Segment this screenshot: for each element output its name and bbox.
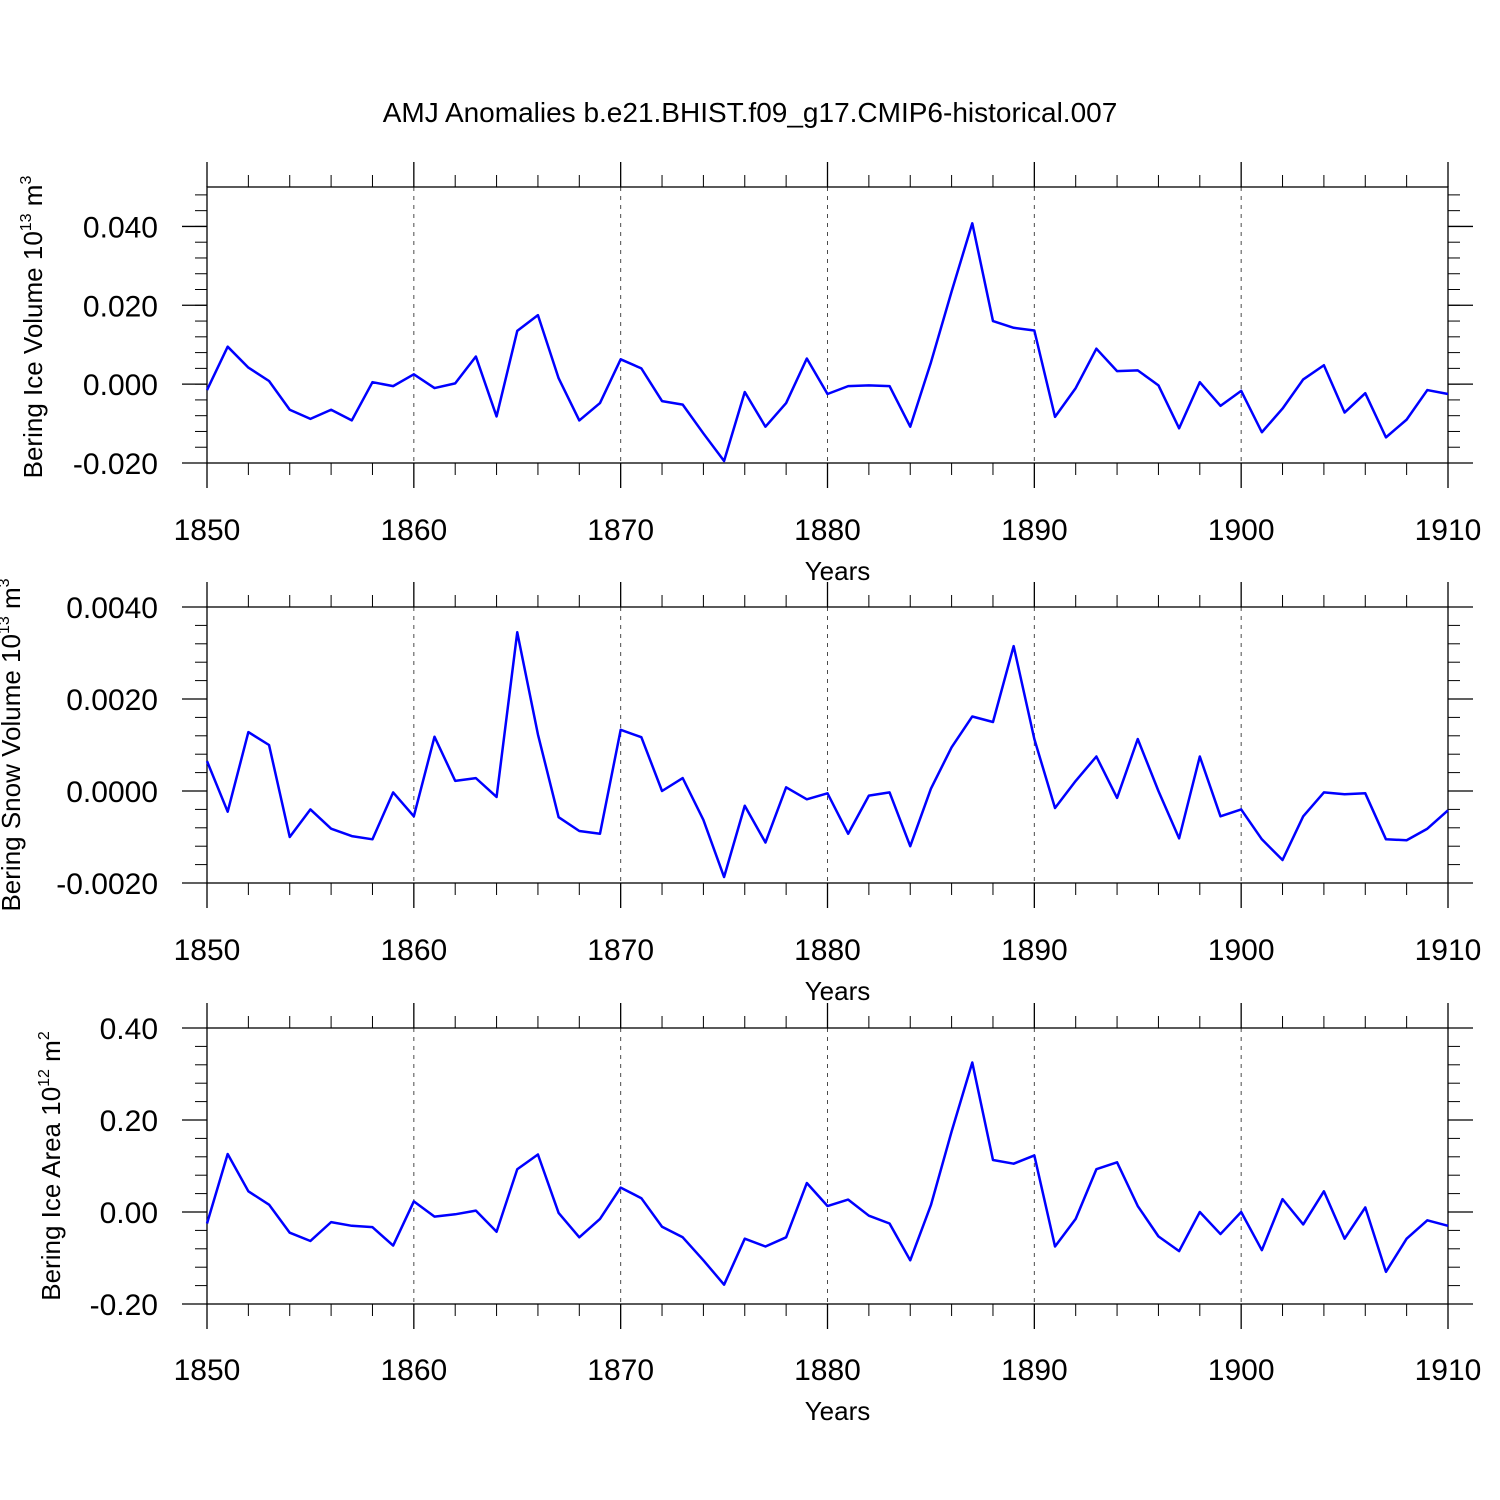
y-tick-label: 0.20: [100, 1105, 158, 1138]
series-line: [205, 1061, 1449, 1286]
y-axis-title-unit-exponent: 3: [18, 176, 35, 185]
y-axis-title-unit: m: [18, 185, 48, 214]
y-axis-title-text: Bering Snow Volume 10: [0, 634, 26, 912]
x-axis-title: Years: [805, 976, 871, 1006]
x-tick-label: 1900: [1208, 514, 1275, 547]
x-tick-label: 1870: [587, 934, 654, 967]
x-tick-label: 1850: [174, 934, 241, 967]
x-tick-label: 1870: [587, 514, 654, 547]
figure-title: AMJ Anomalies b.e21.BHIST.f09_g17.CMIP6-…: [383, 97, 1118, 128]
y-axis-title-exponent: 13: [0, 616, 13, 634]
x-tick-label: 1860: [380, 1354, 447, 1387]
y-tick-label: -0.020: [73, 448, 158, 481]
y-axis-title-unit-exponent: 3: [0, 578, 13, 587]
y-axis-title-unit: m: [0, 587, 26, 616]
y-axis-title: Bering Snow Volume 1013 m3: [0, 578, 26, 911]
x-tick-label: 1890: [1001, 934, 1068, 967]
x-tick-label: 1860: [380, 514, 447, 547]
y-tick-label: 0.0000: [66, 776, 158, 809]
panel-3: 1850 1860 1870 1880 1890 1900 1910 -0.20 0.00 0.2…: [36, 1003, 1481, 1426]
y-tick-label: 0.00: [100, 1197, 158, 1230]
y-tick-label: 0.020: [83, 290, 158, 323]
y-tick-label: -0.0020: [56, 868, 158, 901]
x-tick-label: 1890: [1001, 1354, 1068, 1387]
series-line: [205, 631, 1449, 879]
y-tick-label: 0.000: [83, 369, 158, 402]
x-tick-label: 1910: [1415, 1354, 1482, 1387]
x-tick-label: 1910: [1415, 934, 1482, 967]
y-axis-title-unit: m: [36, 1040, 66, 1069]
series-line: [205, 222, 1449, 463]
x-axis-title: Years: [805, 556, 871, 586]
x-tick-label: 1900: [1208, 1354, 1275, 1387]
x-tick-label: 1880: [794, 934, 861, 967]
y-axis-title-text: Bering Ice Volume 10: [18, 231, 48, 478]
y-axis-title-text: Bering Ice Area 10: [36, 1087, 66, 1301]
y-tick-label: 0.0040: [66, 592, 158, 625]
y-axis-title-exponent: 13: [18, 213, 35, 231]
x-tick-label: 1900: [1208, 934, 1275, 967]
x-tick-label: 1910: [1415, 514, 1482, 547]
x-axis-title: Years: [805, 1396, 871, 1426]
y-axis-title-exponent: 12: [36, 1069, 53, 1087]
x-tick-label: 1880: [794, 514, 861, 547]
x-tick-label: 1870: [587, 1354, 654, 1387]
x-tick-label: 1860: [380, 934, 447, 967]
y-tick-label: 0.0020: [66, 684, 158, 717]
x-tick-label: 1850: [174, 1354, 241, 1387]
y-tick-label: 0.40: [100, 1013, 158, 1046]
y-tick-label: 0.040: [83, 211, 158, 244]
y-tick-label: -0.20: [90, 1289, 158, 1322]
x-tick-label: 1890: [1001, 514, 1068, 547]
y-axis-title-unit-exponent: 2: [36, 1031, 53, 1040]
panel-1: 1850 1860 1870 1880 1890 1900 1910 -0.020 0.000 0…: [18, 162, 1481, 586]
panel-2: 1850 1860 1870 1880 1890 1900 1910 -0.0020 0.000…: [0, 578, 1481, 1006]
x-tick-label: 1880: [794, 1354, 861, 1387]
x-tick-label: 1850: [174, 514, 241, 547]
y-axis-title: Bering Ice Area 1012 m2: [36, 1031, 66, 1301]
y-axis-title: Bering Ice Volume 1013 m3: [18, 176, 48, 479]
